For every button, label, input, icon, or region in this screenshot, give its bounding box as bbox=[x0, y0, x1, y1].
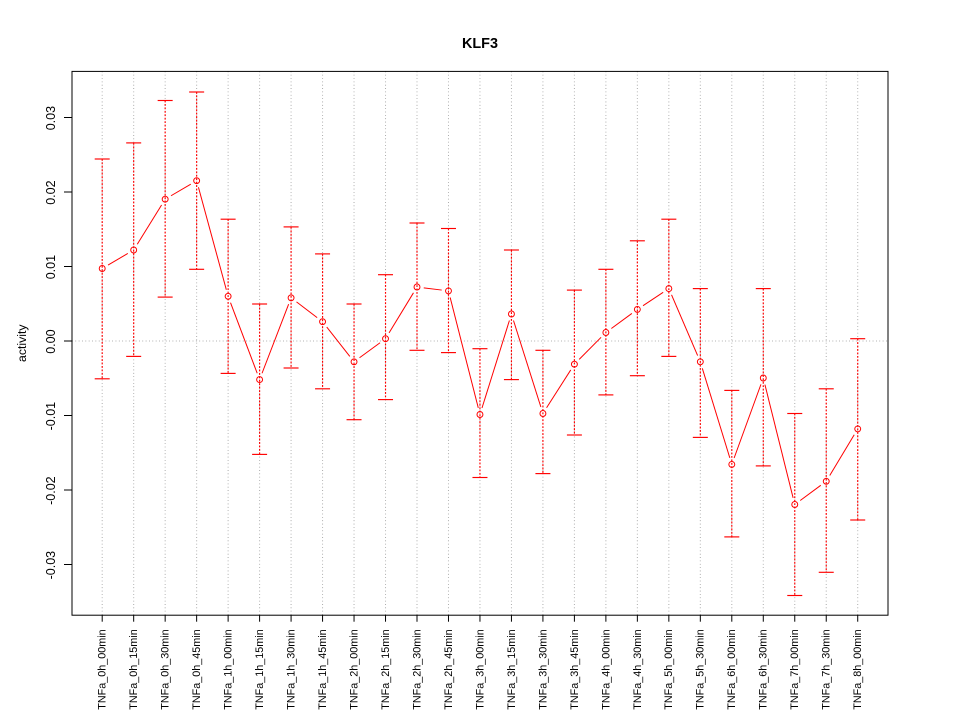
svg-text:TNFa_1h_15min: TNFa_1h_15min bbox=[254, 629, 266, 709]
svg-text:0.03: 0.03 bbox=[44, 106, 58, 130]
svg-text:TNFa_2h_15min: TNFa_2h_15min bbox=[380, 629, 392, 709]
svg-text:TNFa_1h_45min: TNFa_1h_45min bbox=[317, 629, 329, 709]
svg-text:-0.01: -0.01 bbox=[44, 402, 58, 431]
svg-text:0.01: 0.01 bbox=[44, 255, 58, 279]
svg-text:TNFa_3h_00min: TNFa_3h_00min bbox=[474, 629, 486, 709]
svg-text:TNFa_3h_15min: TNFa_3h_15min bbox=[506, 629, 518, 709]
svg-text:KLF3: KLF3 bbox=[462, 36, 498, 52]
svg-text:TNFa_2h_45min: TNFa_2h_45min bbox=[443, 629, 455, 709]
svg-text:TNFa_6h_00min: TNFa_6h_00min bbox=[726, 629, 738, 709]
svg-text:TNFa_8h_00min: TNFa_8h_00min bbox=[852, 629, 864, 709]
svg-text:TNFa_4h_00min: TNFa_4h_00min bbox=[600, 629, 612, 709]
svg-text:TNFa_3h_45min: TNFa_3h_45min bbox=[569, 629, 581, 709]
svg-text:TNFa_2h_30min: TNFa_2h_30min bbox=[411, 629, 423, 709]
svg-text:TNFa_6h_30min: TNFa_6h_30min bbox=[758, 629, 770, 709]
svg-text:TNFa_0h_45min: TNFa_0h_45min bbox=[191, 629, 203, 709]
svg-text:TNFa_5h_00min: TNFa_5h_00min bbox=[663, 629, 675, 709]
svg-text:TNFa_3h_30min: TNFa_3h_30min bbox=[537, 629, 549, 709]
svg-text:TNFa_7h_30min: TNFa_7h_30min bbox=[821, 629, 833, 709]
svg-text:TNFa_4h_30min: TNFa_4h_30min bbox=[632, 629, 644, 709]
svg-text:TNFa_7h_00min: TNFa_7h_00min bbox=[789, 629, 801, 709]
svg-text:TNFa_2h_00min: TNFa_2h_00min bbox=[348, 629, 360, 709]
svg-text:0.02: 0.02 bbox=[44, 180, 58, 204]
svg-text:TNFa_1h_30min: TNFa_1h_30min bbox=[285, 629, 297, 709]
svg-text:activity: activity bbox=[15, 324, 29, 362]
svg-text:0.00: 0.00 bbox=[44, 329, 58, 353]
svg-text:TNFa_0h_30min: TNFa_0h_30min bbox=[160, 629, 172, 709]
svg-text:-0.03: -0.03 bbox=[44, 551, 58, 580]
svg-text:-0.02: -0.02 bbox=[44, 476, 58, 505]
svg-text:TNFa_0h_00min: TNFa_0h_00min bbox=[97, 629, 109, 709]
svg-text:TNFa_5h_30min: TNFa_5h_30min bbox=[695, 629, 707, 709]
svg-text:TNFa_0h_15min: TNFa_0h_15min bbox=[128, 629, 140, 709]
svg-text:TNFa_1h_00min: TNFa_1h_00min bbox=[223, 629, 235, 709]
